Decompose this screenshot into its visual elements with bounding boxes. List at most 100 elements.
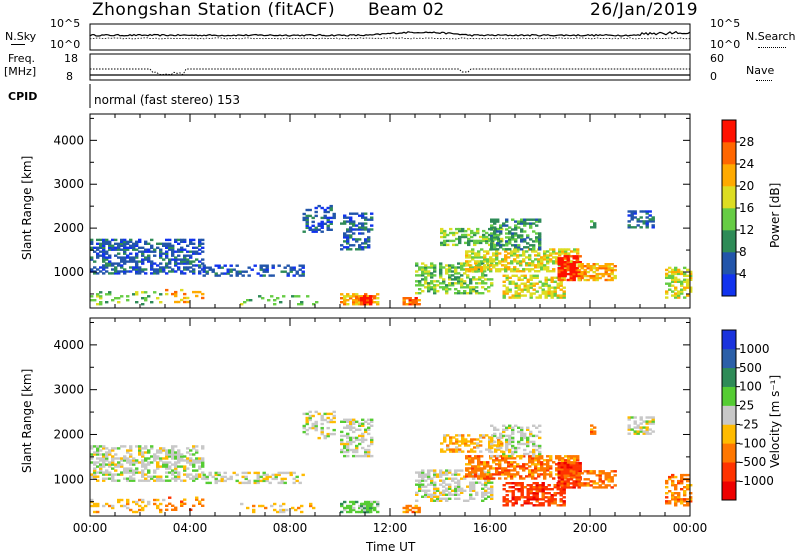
heatmap-cell <box>572 480 576 483</box>
heatmap-cell <box>516 473 520 476</box>
heatmap-cell <box>467 227 471 231</box>
heatmap-cell <box>424 473 428 476</box>
heatmap-cell <box>555 258 559 261</box>
heatmap-cell <box>220 475 224 479</box>
heatmap-cell <box>323 434 327 438</box>
heatmap-cell <box>171 250 175 253</box>
heatmap-cell <box>99 463 103 466</box>
heatmap-cell <box>471 465 475 468</box>
heatmap-cell <box>320 418 324 422</box>
heatmap-cell <box>553 502 557 505</box>
heatmap-cell <box>473 450 477 453</box>
heatmap-cell <box>489 258 493 261</box>
heatmap-cell <box>320 414 324 418</box>
heatmap-cell <box>402 301 406 304</box>
heatmap-cell <box>96 479 100 482</box>
heatmap-cell <box>526 280 530 283</box>
heatmap-cell <box>481 282 485 285</box>
heatmap-cell <box>308 416 312 420</box>
heatmap-cell <box>452 239 456 243</box>
heatmap-cell <box>514 500 518 503</box>
velocity-colorbar-segment <box>722 405 736 425</box>
heatmap-cell <box>171 463 175 466</box>
heatmap-cell <box>297 295 301 298</box>
heatmap-cell <box>538 504 542 507</box>
heatmap-cell <box>159 465 163 468</box>
heatmap-cell <box>500 227 504 231</box>
heatmap-cell <box>572 470 576 473</box>
heatmap-cell <box>677 280 681 283</box>
heatmap-cell <box>514 226 518 229</box>
heatmap-cell <box>123 270 127 273</box>
heatmap-cell <box>439 497 443 500</box>
heatmap-cell <box>486 260 490 263</box>
velocity-heatmap-cells <box>90 410 693 514</box>
heatmap-cell <box>467 233 471 237</box>
heatmap-cell <box>449 227 453 231</box>
heatmap-cell <box>415 491 419 494</box>
heatmap-cell <box>563 261 567 264</box>
heatmap-cell <box>526 488 530 491</box>
heatmap-cell <box>517 292 521 295</box>
heatmap-cell <box>108 291 112 294</box>
heatmap-cell <box>114 463 118 466</box>
heatmap-cell <box>465 250 469 253</box>
heatmap-cell <box>427 493 431 496</box>
heatmap-cell <box>529 244 533 247</box>
heatmap-cell <box>90 461 94 464</box>
heatmap-cell <box>93 504 97 508</box>
heatmap-cell <box>144 479 148 482</box>
heatmap-cell <box>454 473 458 476</box>
heatmap-cell <box>283 270 287 273</box>
heatmap-cell <box>427 469 431 472</box>
heatmap-cell <box>141 303 145 306</box>
heatmap-cell <box>424 286 428 289</box>
heatmap-cell <box>180 260 184 263</box>
heatmap-cell <box>135 293 139 296</box>
heatmap-cell <box>448 471 452 474</box>
heatmap-cell <box>135 266 139 269</box>
heatmap-cell <box>460 274 464 277</box>
heatmap-cell <box>340 248 344 251</box>
heatmap-cell <box>153 254 157 257</box>
heatmap-cell <box>439 469 443 472</box>
heatmap-cell <box>686 504 690 507</box>
heatmap-cell <box>529 488 533 491</box>
heatmap-cell <box>469 487 473 490</box>
heatmap-cell <box>555 252 559 255</box>
heatmap-cell <box>648 220 652 223</box>
heatmap-cell <box>543 463 547 466</box>
heatmap-cell <box>309 504 313 508</box>
heatmap-cell <box>529 434 533 438</box>
heatmap-cell <box>572 265 576 268</box>
heatmap-cell <box>96 449 100 452</box>
heatmap-cell <box>183 254 187 257</box>
heatmap-cell <box>405 510 409 514</box>
heatmap-cell <box>451 282 455 285</box>
heatmap-cell <box>102 266 106 269</box>
heatmap-cell <box>469 485 473 488</box>
heatmap-cell <box>490 232 494 235</box>
heatmap-cell <box>464 444 468 447</box>
heatmap-cell <box>557 482 561 485</box>
heatmap-cell <box>471 461 475 464</box>
heatmap-cell <box>138 498 142 502</box>
heatmap-cell <box>90 238 94 242</box>
heatmap-cell <box>346 299 350 302</box>
heatmap-cell <box>511 498 515 501</box>
heatmap-cell <box>102 242 106 245</box>
heatmap-cell <box>532 494 536 497</box>
heatmap-cell <box>514 484 518 487</box>
heatmap-cell <box>550 276 554 279</box>
heatmap-cell <box>546 254 550 257</box>
heatmap-cell <box>477 459 481 462</box>
heatmap-cell <box>534 250 538 253</box>
heatmap-cell <box>183 300 187 304</box>
heatmap-cell <box>484 471 488 474</box>
heatmap-cell <box>93 299 97 302</box>
heatmap-cell <box>474 254 478 257</box>
heatmap-cell <box>135 260 139 263</box>
heatmap-cell <box>177 475 181 478</box>
heatmap-cell <box>445 264 449 267</box>
heatmap-cell <box>473 243 477 247</box>
